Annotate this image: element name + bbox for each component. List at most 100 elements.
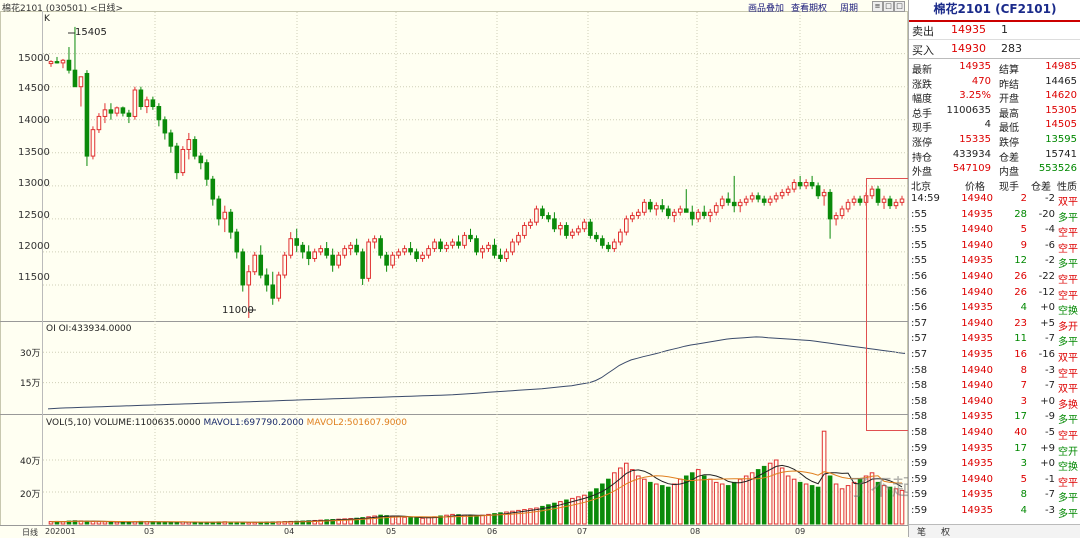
period-link[interactable]: 周期 <box>840 4 859 14</box>
volume-bar <box>318 519 323 525</box>
stat-label: 开盘 <box>999 94 1019 106</box>
price-tick: 14000 <box>18 115 50 126</box>
kline-chart[interactable] <box>0 0 908 537</box>
stat-value: 553526 <box>1038 163 1077 175</box>
price-tick: 12500 <box>18 210 50 221</box>
volume-bar <box>510 510 515 525</box>
volume-bar <box>857 478 863 525</box>
tick-row[interactable]: :59 14935 3 +0 空换 <box>909 458 1080 474</box>
volume-bar <box>833 483 839 525</box>
stat-value: 13595 <box>1045 134 1077 145</box>
candle-body <box>120 107 126 114</box>
candle-body <box>522 224 527 236</box>
tick-row[interactable]: :59 14940 5 -1 空平 <box>909 474 1080 490</box>
candle-body <box>126 112 132 117</box>
candle-body <box>144 99 150 108</box>
volume-bar <box>48 521 54 525</box>
stat-value: 14505 <box>1045 119 1077 131</box>
tick-row[interactable]: :58 14940 3 +0 多换 <box>909 396 1080 412</box>
tick-nature: 空换 <box>1058 462 1078 474</box>
tick-row[interactable]: 14:59 14940 2 -2 双平 <box>909 193 1080 209</box>
tab-ticks[interactable]: 笔 <box>917 528 927 538</box>
high-annotation: 15405 <box>75 27 107 38</box>
candle-body <box>857 198 863 203</box>
tick-row[interactable]: :55 14940 5 -4 空平 <box>909 224 1080 240</box>
stat-value: 4 <box>984 119 991 131</box>
view-options-link[interactable]: 查看期权 <box>791 4 828 14</box>
candle-body <box>630 215 635 220</box>
tick-row[interactable]: :59 14935 4 -3 多平 <box>909 505 1080 521</box>
buy-row[interactable]: 买入 14930 283 <box>909 42 1080 59</box>
tab-rights[interactable]: 权 <box>941 528 951 538</box>
volume-bar <box>719 483 725 525</box>
candle-body <box>198 155 204 164</box>
tick-price: 14935 <box>961 411 993 423</box>
candle-body <box>552 218 557 230</box>
stat-row: 外盘 547109 内盘 553526 <box>909 163 1080 179</box>
tick-volume: 2 <box>1020 193 1027 204</box>
tick-row[interactable]: :58 14940 7 -7 双平 <box>909 380 1080 396</box>
period-label[interactable]: 日线 <box>22 528 38 537</box>
candle-body <box>294 238 300 246</box>
volume-bar <box>114 521 120 525</box>
volume-bar <box>108 521 114 525</box>
menu-icon[interactable]: ≡ <box>872 1 883 12</box>
buy-label: 买入 <box>912 44 934 57</box>
tick-row[interactable]: :59 14935 17 +9 空开 <box>909 443 1080 459</box>
volume-bar <box>624 462 629 525</box>
candle-body <box>875 188 881 203</box>
tick-row[interactable]: :55 14940 9 -6 空平 <box>909 240 1080 256</box>
tick-time: :57 <box>911 317 928 329</box>
tick-diff: +9 <box>1040 442 1055 454</box>
tick-row[interactable]: :57 14935 16 -16 双平 <box>909 349 1080 365</box>
candle-body <box>210 178 216 200</box>
candle-body <box>588 221 593 236</box>
volume-bar <box>384 515 389 525</box>
tick-row[interactable]: :55 14935 28 -20 多平 <box>909 209 1080 225</box>
kline-chart-area[interactable]: 棉花2101 (030501) <日线> 画品叠加 查看期权 周期 ≡ □ □ … <box>0 0 980 537</box>
layout-icon-2[interactable]: □ <box>894 1 905 12</box>
tick-volume: 7 <box>1020 380 1027 392</box>
volume-bar <box>791 478 797 525</box>
candle-body <box>180 148 186 174</box>
volume-bar <box>396 516 401 525</box>
stat-label: 内盘 <box>999 167 1019 179</box>
candle-body <box>498 254 503 260</box>
volume-bar <box>372 515 377 525</box>
tick-row[interactable]: :58 14940 8 -3 空平 <box>909 365 1080 381</box>
candle-body <box>318 248 323 253</box>
candle-body <box>546 215 551 220</box>
tick-volume: 3 <box>1020 395 1027 407</box>
oi-line <box>47 336 906 410</box>
candle-body <box>636 211 641 217</box>
volume-bar <box>246 522 252 525</box>
tick-volume: 26 <box>1014 286 1027 298</box>
tick-row[interactable]: :56 14935 4 +0 空换 <box>909 302 1080 318</box>
tick-row[interactable]: :58 14935 17 -9 多平 <box>909 411 1080 427</box>
tick-nature: 空平 <box>1058 228 1078 240</box>
sell-row[interactable]: 卖出 14935 1 <box>909 23 1080 40</box>
layout-icon-1[interactable]: □ <box>883 1 894 12</box>
candle-body <box>480 248 485 253</box>
candle-body <box>516 234 521 243</box>
candle-body <box>252 254 258 273</box>
candle-body <box>749 195 755 200</box>
overlay-product-link[interactable]: 画品叠加 <box>748 4 785 14</box>
stat-value: 14935 <box>959 61 991 72</box>
tick-row[interactable]: :58 14940 40 -5 空平 <box>909 427 1080 443</box>
tick-row[interactable]: :59 14935 8 -7 多平 <box>909 489 1080 505</box>
candle-body <box>258 254 264 276</box>
tick-row[interactable]: :55 14935 12 -2 多平 <box>909 255 1080 271</box>
volume-bar <box>893 488 899 525</box>
tick-row[interactable]: :56 14940 26 -22 空平 <box>909 271 1080 287</box>
tick-row[interactable]: :57 14940 23 +5 多开 <box>909 318 1080 334</box>
tick-nature: 空换 <box>1058 306 1078 318</box>
tick-row[interactable]: :56 14940 26 -12 空平 <box>909 287 1080 303</box>
candle-body <box>432 241 437 250</box>
tick-diff: -9 <box>1045 411 1055 423</box>
tick-volume: 3 <box>1020 458 1027 470</box>
candle-body <box>354 244 359 253</box>
tick-row[interactable]: :57 14935 11 -7 多平 <box>909 333 1080 349</box>
candle-body <box>150 99 156 108</box>
candle-body <box>606 244 611 250</box>
